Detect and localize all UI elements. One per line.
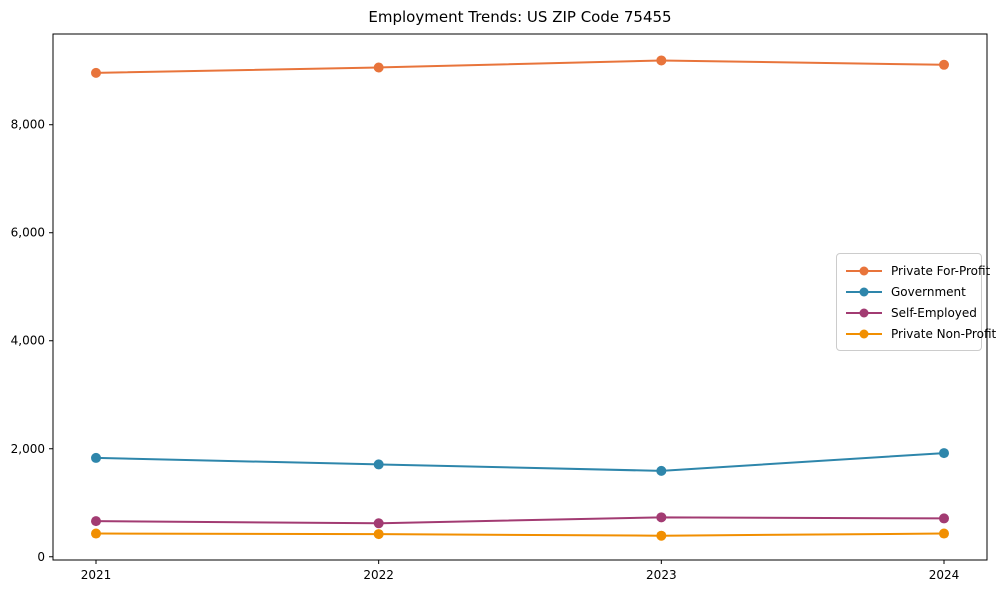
- legend-swatch-icon: [846, 266, 882, 275]
- data-point-private-non-profit: [373, 529, 384, 540]
- x-tick-label: 2022: [363, 568, 394, 582]
- series-line-self-employed: [95, 516, 945, 525]
- data-point-government: [373, 459, 384, 470]
- data-point-private-for-profit: [939, 59, 949, 70]
- data-point-private-non-profit: [656, 530, 667, 541]
- y-tick-label: 6,000: [11, 226, 45, 240]
- y-tick-label: 2,000: [11, 442, 45, 456]
- legend-label: Government: [891, 284, 966, 299]
- data-point-private-for-profit: [373, 62, 384, 73]
- y-tick-label: 4,000: [11, 334, 45, 348]
- data-point-government: [656, 465, 667, 476]
- legend-swatch-icon: [846, 287, 882, 296]
- data-point-government: [939, 448, 949, 459]
- legend-label: Private Non-Profit: [891, 326, 997, 341]
- legend-swatch-icon: [846, 308, 882, 317]
- data-point-government: [91, 452, 101, 463]
- data-point-private-non-profit: [939, 528, 949, 539]
- data-point-self-employed: [373, 518, 384, 529]
- legend-item-self-employed: Self-Employed: [845, 302, 977, 323]
- y-tick-label: 8,000: [11, 118, 45, 132]
- data-point-self-employed: [91, 516, 101, 527]
- x-tick-label: 2024: [929, 568, 960, 582]
- series-line-government: [95, 452, 945, 472]
- series-line-private-non-profit: [95, 532, 945, 537]
- data-point-private-non-profit: [91, 528, 101, 539]
- chart-title: Employment Trends: US ZIP Code 75455: [368, 8, 672, 26]
- data-point-self-employed: [656, 512, 667, 523]
- legend: Private For-Profit Government Self-Employe…: [836, 253, 996, 351]
- x-tick-label: 2023: [646, 568, 677, 582]
- data-point-private-for-profit: [656, 55, 667, 66]
- y-tick-label: 0: [37, 550, 45, 564]
- series-line-private-for-profit: [95, 59, 945, 74]
- axes-spines: [52, 33, 988, 561]
- legend-item-private-for-profit: Private For-Profit: [845, 260, 990, 281]
- legend-label: Self-Employed: [891, 305, 977, 320]
- data-point-private-for-profit: [91, 67, 101, 78]
- x-tick-label: 2021: [81, 568, 112, 582]
- data-point-self-employed: [939, 513, 949, 524]
- legend-item-government: Government: [845, 281, 973, 302]
- legend-item-private-non-profit: Private Non-Profit: [845, 323, 996, 344]
- legend-swatch-icon: [846, 329, 882, 338]
- legend-label: Private For-Profit: [891, 263, 991, 278]
